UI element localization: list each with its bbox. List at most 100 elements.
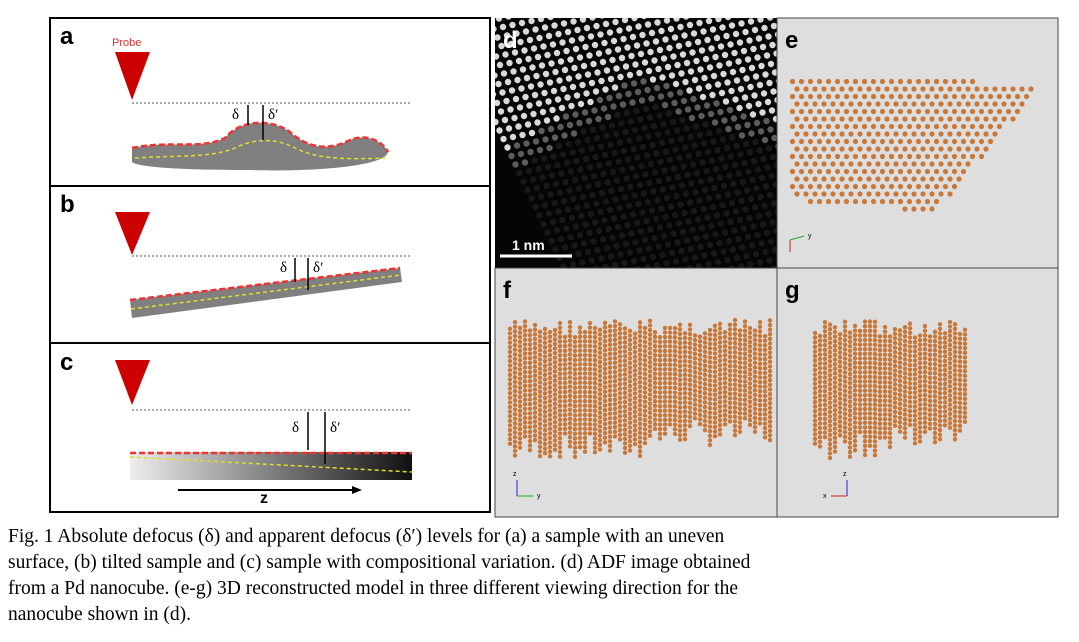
- atom: [713, 166, 719, 172]
- atom: [758, 334, 762, 338]
- atom: [578, 348, 582, 352]
- atom: [992, 86, 997, 91]
- atom: [763, 183, 769, 189]
- atom: [615, 158, 621, 164]
- atom: [868, 398, 872, 402]
- atom: [643, 400, 647, 404]
- atom: [598, 387, 602, 391]
- atom: [698, 348, 702, 352]
- atom: [833, 440, 837, 444]
- atom: [808, 124, 813, 129]
- atom: [769, 42, 775, 48]
- atom: [790, 139, 795, 144]
- atom: [733, 318, 737, 322]
- atom: [723, 413, 727, 417]
- atom: [748, 413, 752, 417]
- atom: [598, 424, 602, 428]
- atom: [818, 407, 822, 411]
- atom: [517, 39, 523, 45]
- atom: [961, 94, 966, 99]
- atom: [963, 387, 967, 391]
- atom: [585, 183, 591, 189]
- atom: [873, 384, 877, 388]
- atom: [818, 348, 822, 352]
- atom: [833, 417, 837, 421]
- atom: [575, 139, 581, 145]
- atom: [743, 141, 749, 147]
- atom: [979, 124, 984, 129]
- atom: [948, 334, 952, 338]
- atom: [558, 58, 564, 64]
- atom: [718, 358, 722, 362]
- atom: [677, 24, 683, 30]
- atom: [758, 240, 764, 246]
- atom: [751, 158, 757, 164]
- atom: [530, 176, 536, 182]
- atom: [813, 418, 817, 422]
- atom: [728, 88, 734, 94]
- atom: [958, 424, 962, 428]
- atom: [843, 398, 847, 402]
- atom: [618, 386, 622, 390]
- atom: [593, 340, 597, 344]
- atom: [835, 184, 840, 189]
- atom: [559, 39, 565, 45]
- atom: [688, 369, 692, 373]
- atom: [863, 411, 867, 415]
- atom: [668, 418, 672, 422]
- atom: [513, 375, 517, 379]
- atom: [588, 399, 592, 403]
- atom: [678, 359, 682, 363]
- atom: [673, 381, 677, 385]
- atom: [952, 139, 957, 144]
- atom: [743, 75, 749, 81]
- atom: [550, 153, 556, 159]
- atom: [663, 418, 667, 422]
- atom: [963, 374, 967, 378]
- atom: [603, 348, 607, 352]
- atom: [668, 372, 672, 376]
- atom: [813, 409, 817, 413]
- atom: [818, 375, 822, 379]
- atom: [873, 421, 877, 425]
- atom: [658, 93, 664, 99]
- atom: [759, 109, 765, 115]
- atom: [613, 370, 617, 374]
- atom: [549, 172, 555, 178]
- atom: [733, 387, 737, 391]
- atom: [868, 430, 872, 434]
- atom: [953, 419, 957, 423]
- atom: [823, 380, 827, 384]
- atom: [911, 101, 916, 106]
- atom: [903, 394, 907, 398]
- atom: [593, 432, 597, 436]
- atom: [553, 406, 557, 410]
- atom: [938, 340, 942, 344]
- atom: [888, 399, 892, 403]
- atom: [502, 117, 508, 123]
- atom: [623, 363, 627, 367]
- atom: [628, 388, 632, 392]
- atom: [533, 332, 537, 336]
- atom: [713, 416, 717, 420]
- atom: [583, 399, 587, 403]
- atom: [605, 226, 611, 232]
- atom: [833, 390, 837, 394]
- atom: [728, 405, 732, 409]
- atom: [548, 376, 552, 380]
- atom: [812, 86, 817, 91]
- atom: [516, 58, 522, 64]
- atom: [708, 438, 712, 442]
- atom: [673, 395, 677, 399]
- atom: [593, 386, 597, 390]
- atom: [728, 364, 732, 368]
- atom: [640, 144, 646, 150]
- atom: [903, 330, 907, 334]
- atom: [653, 216, 659, 222]
- atom: [718, 322, 722, 326]
- atom: [953, 423, 957, 427]
- atom: [943, 94, 948, 99]
- atom: [723, 395, 727, 399]
- atom: [943, 363, 947, 367]
- atom: [858, 365, 862, 369]
